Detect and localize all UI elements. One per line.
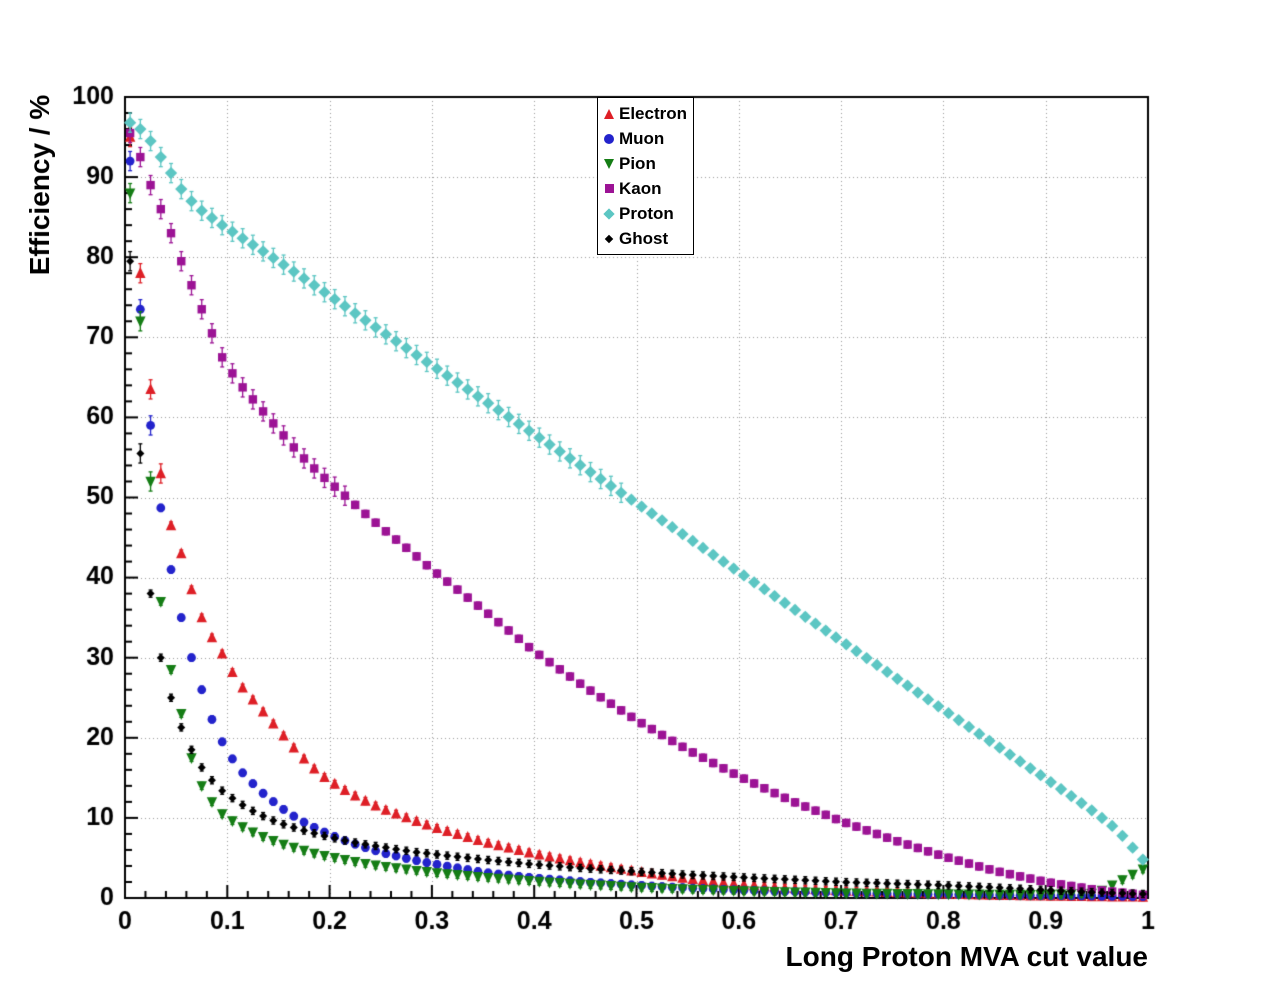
triangle-up-icon [601, 108, 617, 119]
y-axis-title: Efficiency / % [24, 94, 55, 276]
legend-box: Electron Muon Pion Kaon Proton Ghost [597, 97, 695, 255]
legend-item-muon: Muon [601, 126, 687, 151]
legend-item-pion: Pion [601, 151, 687, 176]
circle-icon [601, 133, 617, 144]
legend-label: Ghost [619, 228, 669, 248]
small-diamond-icon [601, 234, 617, 243]
legend-item-ghost: Ghost [601, 226, 687, 251]
square-icon [601, 184, 617, 193]
legend-item-kaon: Kaon [601, 176, 687, 201]
legend-label: Muon [619, 128, 665, 148]
legend-label: Kaon [619, 178, 662, 198]
legend-item-electron: Electron [601, 101, 687, 126]
diamond-icon [601, 207, 617, 220]
legend-label: Electron [619, 103, 688, 123]
legend-label: Pion [619, 153, 656, 173]
legend-item-proton: Proton [601, 201, 687, 226]
x-axis-title: Long Proton MVA cut value [785, 941, 1148, 972]
triangle-down-icon [601, 158, 617, 169]
legend-label: Proton [619, 203, 674, 223]
